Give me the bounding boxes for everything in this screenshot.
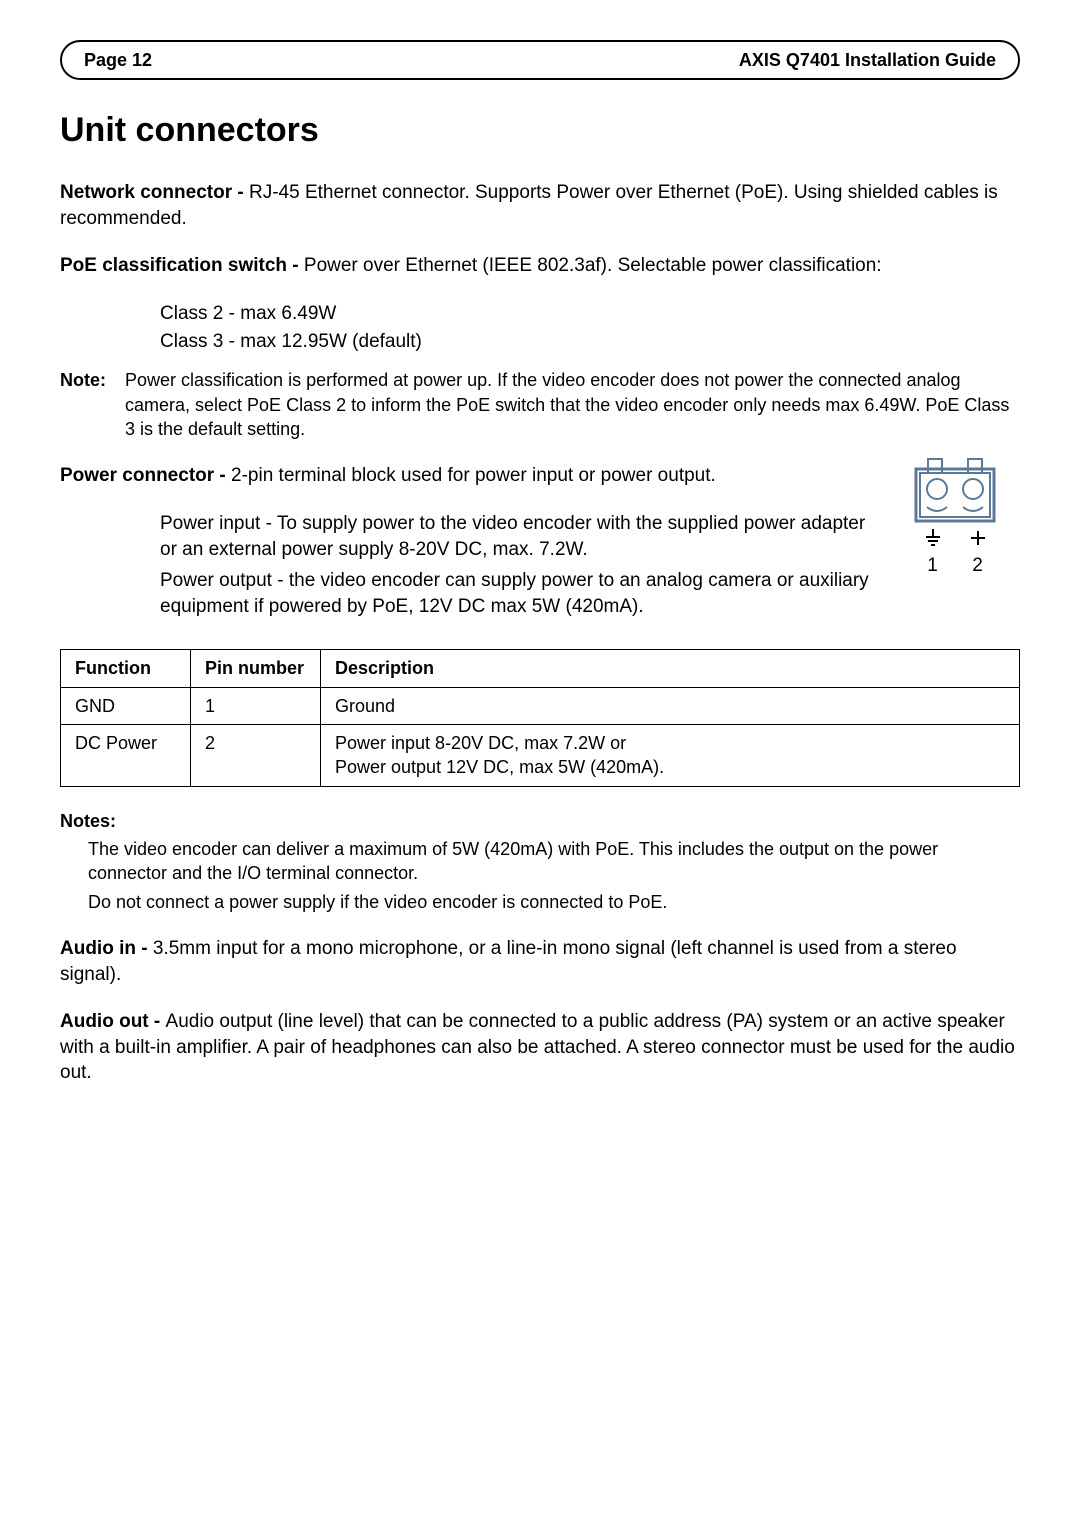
note-label: Note: xyxy=(60,368,125,441)
power-connector-para: Power connector - 2-pin terminal block u… xyxy=(60,463,1020,489)
poe-text: Power over Ethernet (IEEE 802.3af). Sele… xyxy=(304,255,882,276)
notes-section: Notes: The video encoder can deliver a m… xyxy=(60,809,1020,914)
notes-title: Notes: xyxy=(60,809,1020,833)
poe-class3: Class 3 - max 12.95W (default) xyxy=(160,329,1020,355)
notes-item: The video encoder can deliver a maximum … xyxy=(88,837,1020,886)
guide-title: AXIS Q7401 Installation Guide xyxy=(739,48,996,72)
pin-1-label: 1 xyxy=(927,553,938,579)
terminal-block-icon xyxy=(910,455,1000,525)
audio-out-text: Audio output (line level) that can be co… xyxy=(60,1011,1015,1083)
table-row: GND 1 Ground xyxy=(61,687,1020,724)
ground-icon xyxy=(925,529,941,547)
col-function: Function xyxy=(61,650,191,687)
power-connector-section: Power connector - 2-pin terminal block u… xyxy=(60,463,1020,619)
note-text: Power classification is performed at pow… xyxy=(125,368,1020,441)
col-pin: Pin number xyxy=(191,650,321,687)
power-text: 2-pin terminal block used for power inpu… xyxy=(231,465,716,486)
pin-2-label: 2 xyxy=(972,553,983,579)
cell: Ground xyxy=(321,687,1020,724)
network-connector-para: Network connector - RJ-45 Ethernet conne… xyxy=(60,180,1020,231)
page-number: Page 12 xyxy=(84,48,152,72)
plus-icon xyxy=(970,529,986,547)
page-header: Page 12 AXIS Q7401 Installation Guide xyxy=(60,40,1020,80)
power-connector-figure: 1 2 xyxy=(890,455,1020,579)
poe-class-list: Class 2 - max 6.49W Class 3 - max 12.95W… xyxy=(160,301,1020,354)
audio-in-label: Audio in - xyxy=(60,938,153,959)
cell: 2 xyxy=(191,725,321,787)
network-label: Network connector - xyxy=(60,182,249,203)
audio-in-para: Audio in - 3.5mm input for a mono microp… xyxy=(60,936,1020,987)
notes-item: Do not connect a power supply if the vid… xyxy=(88,890,1020,914)
col-desc: Description xyxy=(321,650,1020,687)
audio-out-label: Audio out - xyxy=(60,1011,166,1032)
poe-label: PoE classification switch - xyxy=(60,255,304,276)
poe-switch-para: PoE classification switch - Power over E… xyxy=(60,253,1020,279)
section-title: Unit connectors xyxy=(60,108,1020,154)
pin-table: Function Pin number Description GND 1 Gr… xyxy=(60,649,1020,786)
power-label: Power connector - xyxy=(60,465,231,486)
pin-labels: 1 2 xyxy=(890,553,1020,579)
note-block: Note: Power classification is performed … xyxy=(60,368,1020,441)
poe-class2: Class 2 - max 6.49W xyxy=(160,301,1020,327)
audio-out-para: Audio out - Audio output (line level) th… xyxy=(60,1009,1020,1086)
cell: 1 xyxy=(191,687,321,724)
table-row: DC Power 2 Power input 8-20V DC, max 7.2… xyxy=(61,725,1020,787)
pin-symbols xyxy=(890,529,1020,547)
audio-in-text: 3.5mm input for a mono microphone, or a … xyxy=(60,938,957,985)
cell: DC Power xyxy=(61,725,191,787)
cell: GND xyxy=(61,687,191,724)
cell: Power input 8-20V DC, max 7.2W or Power … xyxy=(321,725,1020,787)
